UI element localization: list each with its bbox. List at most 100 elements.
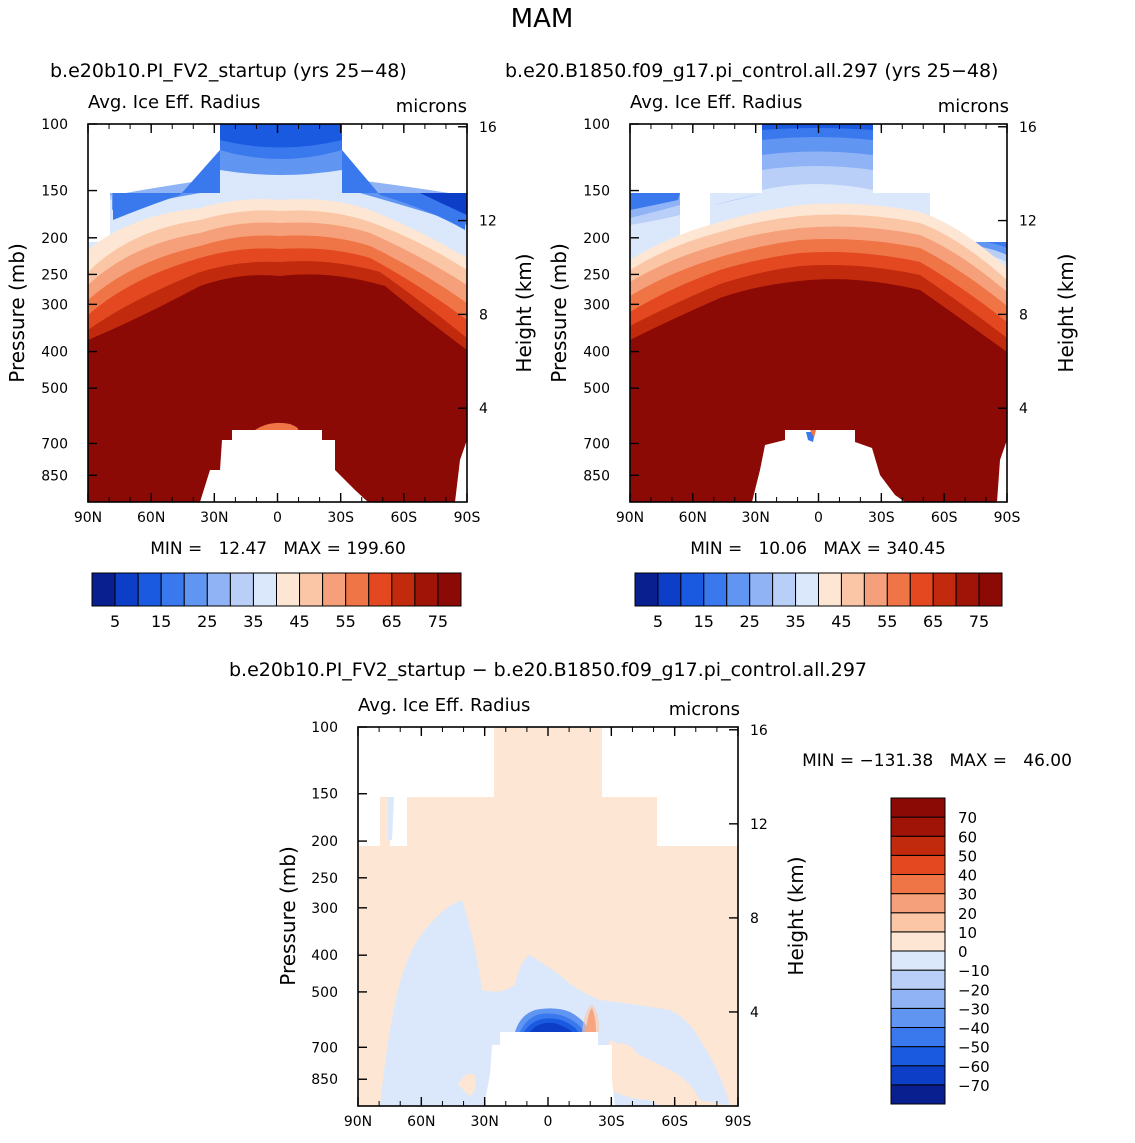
axes: 90N 60N 30N 0 30S 60S 90S 100 150 200 250 300 400 500… bbox=[41, 117, 497, 526]
y-tick-label: 200 bbox=[41, 231, 68, 247]
colorbar-label: −60 bbox=[958, 1058, 990, 1076]
x-tick-label: 0 bbox=[273, 510, 282, 526]
colorbar-label: 35 bbox=[785, 612, 805, 631]
colorbar-label: 65 bbox=[382, 612, 402, 631]
min-max-label: MIN = 10.06 MAX = 340.45 bbox=[690, 539, 946, 559]
panel-bottom: b.e20b10.PI_FV2_startup − b.e20.B1850.f0… bbox=[229, 659, 1072, 1130]
colorbar-label: 55 bbox=[336, 612, 356, 631]
colorbar-label: 70 bbox=[958, 809, 977, 827]
variable-label: Avg. Ice Eff. Radius bbox=[358, 695, 530, 716]
y-tick-label: 150 bbox=[583, 184, 610, 200]
y-tick-label: 400 bbox=[311, 948, 338, 964]
x-tick-label: 60N bbox=[679, 510, 707, 526]
y-axis-right-label: Height (km) bbox=[512, 253, 536, 372]
x-tick-label: 60S bbox=[661, 1114, 688, 1130]
colorbar-label: 75 bbox=[969, 612, 989, 631]
y-tick-label: 250 bbox=[41, 267, 68, 283]
y-right-tick-label: 16 bbox=[750, 723, 768, 739]
y-right-tick-label: 4 bbox=[750, 1005, 759, 1021]
colorbar-box bbox=[322, 572, 347, 607]
x-tick-label: 30N bbox=[200, 510, 228, 526]
colorbar-box bbox=[890, 797, 946, 818]
x-tick-label: 60S bbox=[931, 510, 958, 526]
colorbar-box bbox=[890, 874, 946, 895]
colorbar-label: 60 bbox=[958, 828, 977, 846]
colorbar-box bbox=[886, 572, 911, 607]
y-right-tick-label: 4 bbox=[1019, 401, 1028, 417]
y-axis-right-label: Height (km) bbox=[1054, 253, 1078, 372]
colorbar-box bbox=[932, 572, 957, 607]
x-tick-label: 30N bbox=[742, 510, 770, 526]
colorbar-box bbox=[890, 1065, 946, 1086]
colorbar-box bbox=[183, 572, 208, 607]
variable-label: Avg. Ice Eff. Radius bbox=[630, 92, 802, 113]
colorbar-box bbox=[890, 1007, 946, 1028]
colorbar-label: 55 bbox=[877, 612, 897, 631]
colorbar-box bbox=[252, 572, 277, 607]
colorbar-box bbox=[299, 572, 324, 607]
colorbar-label: 10 bbox=[958, 924, 977, 942]
colorbar-box bbox=[276, 572, 301, 607]
y-tick-label: 400 bbox=[583, 345, 610, 361]
colorbar-label: −10 bbox=[958, 962, 990, 980]
colorbar-box bbox=[229, 572, 254, 607]
variable-label: Avg. Ice Eff. Radius bbox=[88, 92, 260, 113]
x-tick-label: 0 bbox=[814, 510, 823, 526]
colorbar-box bbox=[414, 572, 439, 607]
x-tick-label: 30S bbox=[868, 510, 895, 526]
panel-top-right: b.e20.B1850.f09_g17.pi_control.all.297 (… bbox=[505, 60, 1078, 631]
colorbar-label: 40 bbox=[958, 867, 977, 885]
colorbar-label: 30 bbox=[958, 886, 977, 904]
colorbar-label: 5 bbox=[110, 612, 120, 631]
x-tick-label: 60N bbox=[137, 510, 165, 526]
y-right-tick-label: 8 bbox=[479, 307, 488, 323]
colorbar-box bbox=[726, 572, 751, 607]
colorbar-box bbox=[863, 572, 888, 607]
colorbar-box bbox=[391, 572, 416, 607]
y-tick-label: 700 bbox=[41, 436, 68, 452]
colorbar-box bbox=[890, 931, 946, 952]
colorbar-box bbox=[890, 835, 946, 856]
x-tick-label: 90N bbox=[344, 1114, 372, 1130]
colorbar-box bbox=[114, 572, 139, 607]
colorbar-box bbox=[680, 572, 705, 607]
colorbar-box bbox=[703, 572, 728, 607]
colorbar-box bbox=[795, 572, 819, 607]
x-tick-label: 60N bbox=[407, 1114, 435, 1130]
y-right-tick-label: 12 bbox=[479, 214, 497, 230]
y-right-tick-label: 8 bbox=[750, 911, 759, 927]
y-tick-label: 100 bbox=[41, 117, 68, 133]
y-tick-label: 200 bbox=[311, 834, 338, 850]
y-tick-label: 100 bbox=[583, 117, 610, 133]
colorbar-box bbox=[890, 950, 946, 971]
x-tick-label: 30S bbox=[598, 1114, 625, 1130]
y-tick-label: 150 bbox=[311, 787, 338, 803]
colorbar-box bbox=[955, 572, 980, 607]
figure-title: MAM bbox=[511, 4, 574, 34]
colorbar-label: 0 bbox=[958, 943, 968, 961]
colorbar-box bbox=[772, 572, 797, 607]
colorbar-label: 45 bbox=[831, 612, 851, 631]
colorbar-label: 15 bbox=[694, 612, 714, 631]
colorbar-box bbox=[657, 572, 682, 607]
colorbar-box bbox=[91, 572, 116, 607]
x-tick-label: 30S bbox=[327, 510, 354, 526]
y-right-tick-label: 12 bbox=[750, 817, 768, 833]
colorbar-box bbox=[206, 572, 231, 607]
x-tick-label: 90S bbox=[454, 510, 481, 526]
colorbar-box bbox=[749, 572, 774, 607]
colorbar-label: 20 bbox=[958, 905, 977, 923]
units-label: microns bbox=[938, 96, 1009, 117]
y-axis-label: Pressure (mb) bbox=[276, 846, 300, 986]
y-right-tick-label: 16 bbox=[479, 120, 497, 136]
colorbar-label: −50 bbox=[958, 1039, 990, 1057]
y-tick-label: 500 bbox=[41, 381, 68, 397]
colorbar-box bbox=[978, 572, 1003, 607]
colorbar-box bbox=[818, 572, 842, 607]
y-tick-label: 850 bbox=[311, 1072, 338, 1088]
y-tick-label: 300 bbox=[583, 297, 610, 313]
x-tick-label: 90N bbox=[616, 510, 644, 526]
colorbar-label: 25 bbox=[197, 612, 217, 631]
